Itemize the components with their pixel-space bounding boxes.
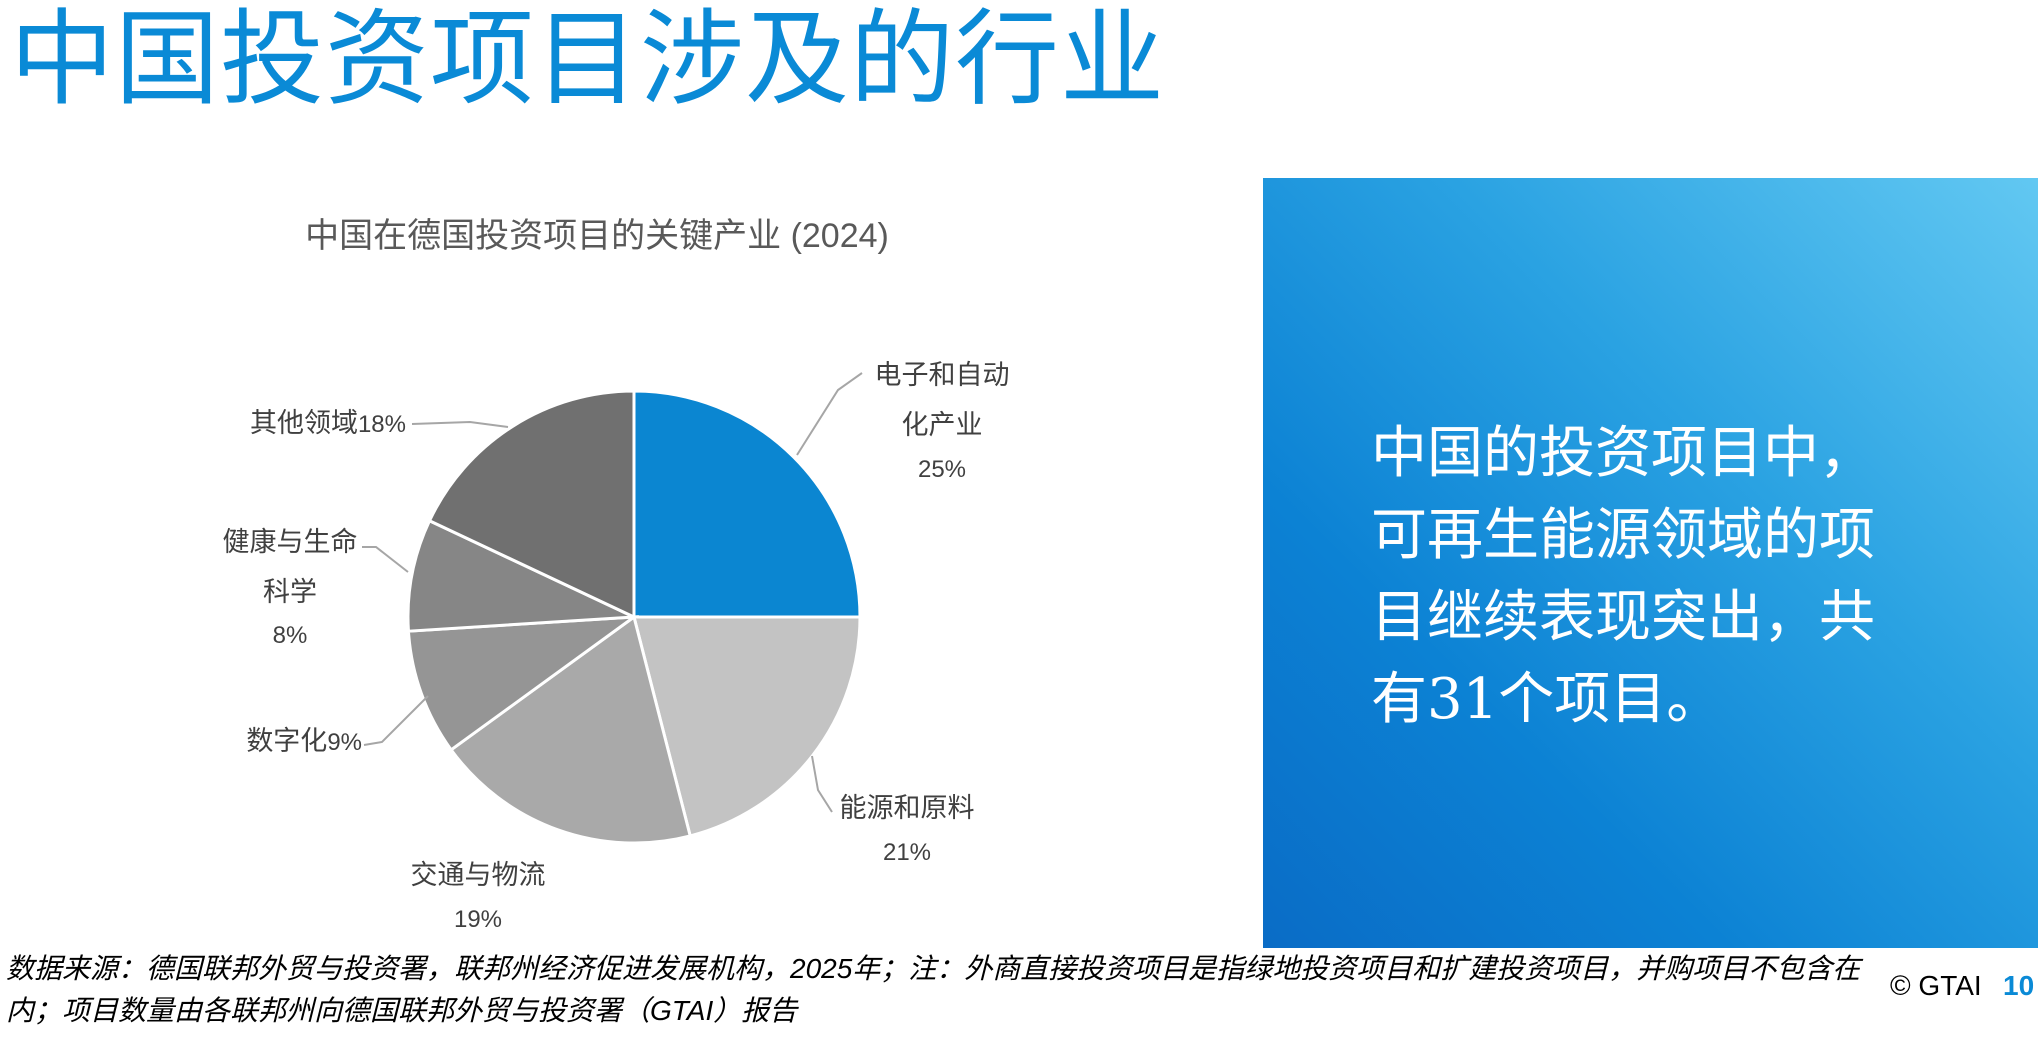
pie-leader-line bbox=[363, 695, 429, 746]
pie-slice bbox=[406, 615, 640, 752]
pie-label-percent: 8% bbox=[273, 622, 308, 649]
pie-label-name: 能源和原料 bbox=[840, 793, 975, 823]
pie-slice bbox=[406, 518, 635, 633]
pie-slice bbox=[632, 389, 862, 619]
pie-label-name: 科学 bbox=[263, 577, 317, 607]
pie-slice bbox=[427, 389, 636, 620]
pie-label-name: 电子和自动 bbox=[875, 360, 1010, 390]
pie-leader-lines bbox=[362, 372, 863, 813]
pie-leader-line bbox=[362, 546, 409, 573]
pie-label-name: 其他领域18% bbox=[250, 408, 406, 438]
source-footnote: 数据来源：德国联邦外贸与投资署，联邦州经济促进发展机构，2025年；注：外商直接… bbox=[6, 953, 1861, 1026]
pie-label-name: 交通与物流 bbox=[411, 860, 546, 890]
pie-label-name: 化产业 bbox=[902, 410, 983, 440]
pie-leader-line bbox=[796, 372, 863, 456]
copyright-notice: © GTAI bbox=[1890, 970, 1982, 1001]
chart-title: 中国在德国投资项目的关键产业 (2024) bbox=[305, 217, 889, 255]
pie-label-percent: 21% bbox=[883, 839, 931, 866]
pie-leader-line bbox=[411, 420, 509, 428]
page-title: 中国投资项目涉及的行业 bbox=[10, 0, 1166, 120]
pie-label-name: 数字化9% bbox=[246, 726, 362, 756]
pie-label-percent: 25% bbox=[918, 456, 966, 483]
pie-slices bbox=[406, 389, 862, 845]
callout-text: 中国的投资项目中， 可再生能源领域的项 目继续表现突出，共 有31个项目。 bbox=[1371, 421, 1875, 732]
pie-leader-line bbox=[811, 755, 833, 813]
callout-panel: 中国的投资项目中， 可再生能源领域的项 目继续表现突出，共 有31个项目。 bbox=[1263, 178, 2038, 948]
pie-slice bbox=[449, 614, 693, 845]
page-number: 10 bbox=[2003, 970, 2035, 1001]
pie-label-percent: 19% bbox=[454, 906, 502, 933]
pie-slice bbox=[632, 615, 862, 838]
pie-label-name: 健康与生命 bbox=[223, 527, 358, 557]
